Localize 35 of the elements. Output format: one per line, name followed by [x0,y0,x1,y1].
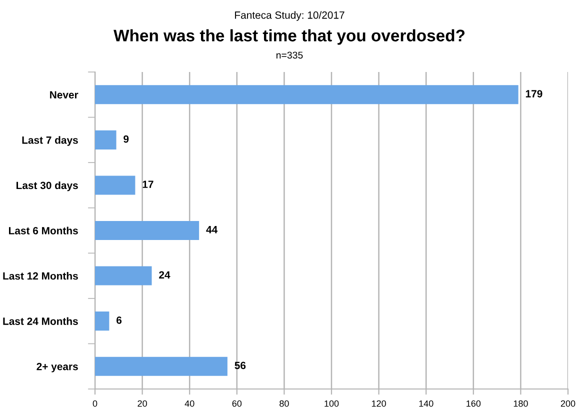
x-tick-label: 120 [372,400,386,407]
bar [95,176,136,195]
data-label: 179 [526,90,542,98]
y-tick-label: Last 12 Months [3,272,78,280]
x-tick-label: 160 [466,400,481,407]
y-tick-label: Last 7 days [22,136,78,146]
bar [95,356,228,376]
x-tick-label: 40 [184,400,194,407]
chart-title: When was the last time that you overdosed? [114,29,465,45]
x-tick-label: 200 [560,400,576,407]
bar [95,130,116,150]
data-label: 24 [159,271,170,278]
chart-subtitle: Fanteca Study: 10/2017 [235,11,344,21]
y-tick-label: Last 6 Months [9,226,78,234]
y-tick-label: Last 24 Months [3,317,78,325]
y-tick-label: Last 30 days [16,181,78,192]
data-label: 6 [116,316,122,324]
x-tick-label: 60 [232,400,242,407]
bar [95,85,518,104]
bar [95,266,152,286]
data-label: 9 [124,135,129,143]
bar [95,312,110,331]
y-tick-label: Never [50,91,78,99]
bar [95,220,200,240]
x-tick-label: 0 [92,400,98,407]
y-tick-label: 2+ years [36,362,78,372]
x-tick-label: 140 [419,400,434,407]
data-label: 56 [234,362,246,370]
text: n=335 [276,52,303,59]
data-label: 44 [206,226,218,234]
x-tick-label: 100 [324,400,339,407]
x-tick-label: 180 [514,400,528,407]
data-label: 17 [142,180,154,188]
x-tick-label: 80 [280,400,289,407]
x-tick-label: 20 [138,400,147,407]
